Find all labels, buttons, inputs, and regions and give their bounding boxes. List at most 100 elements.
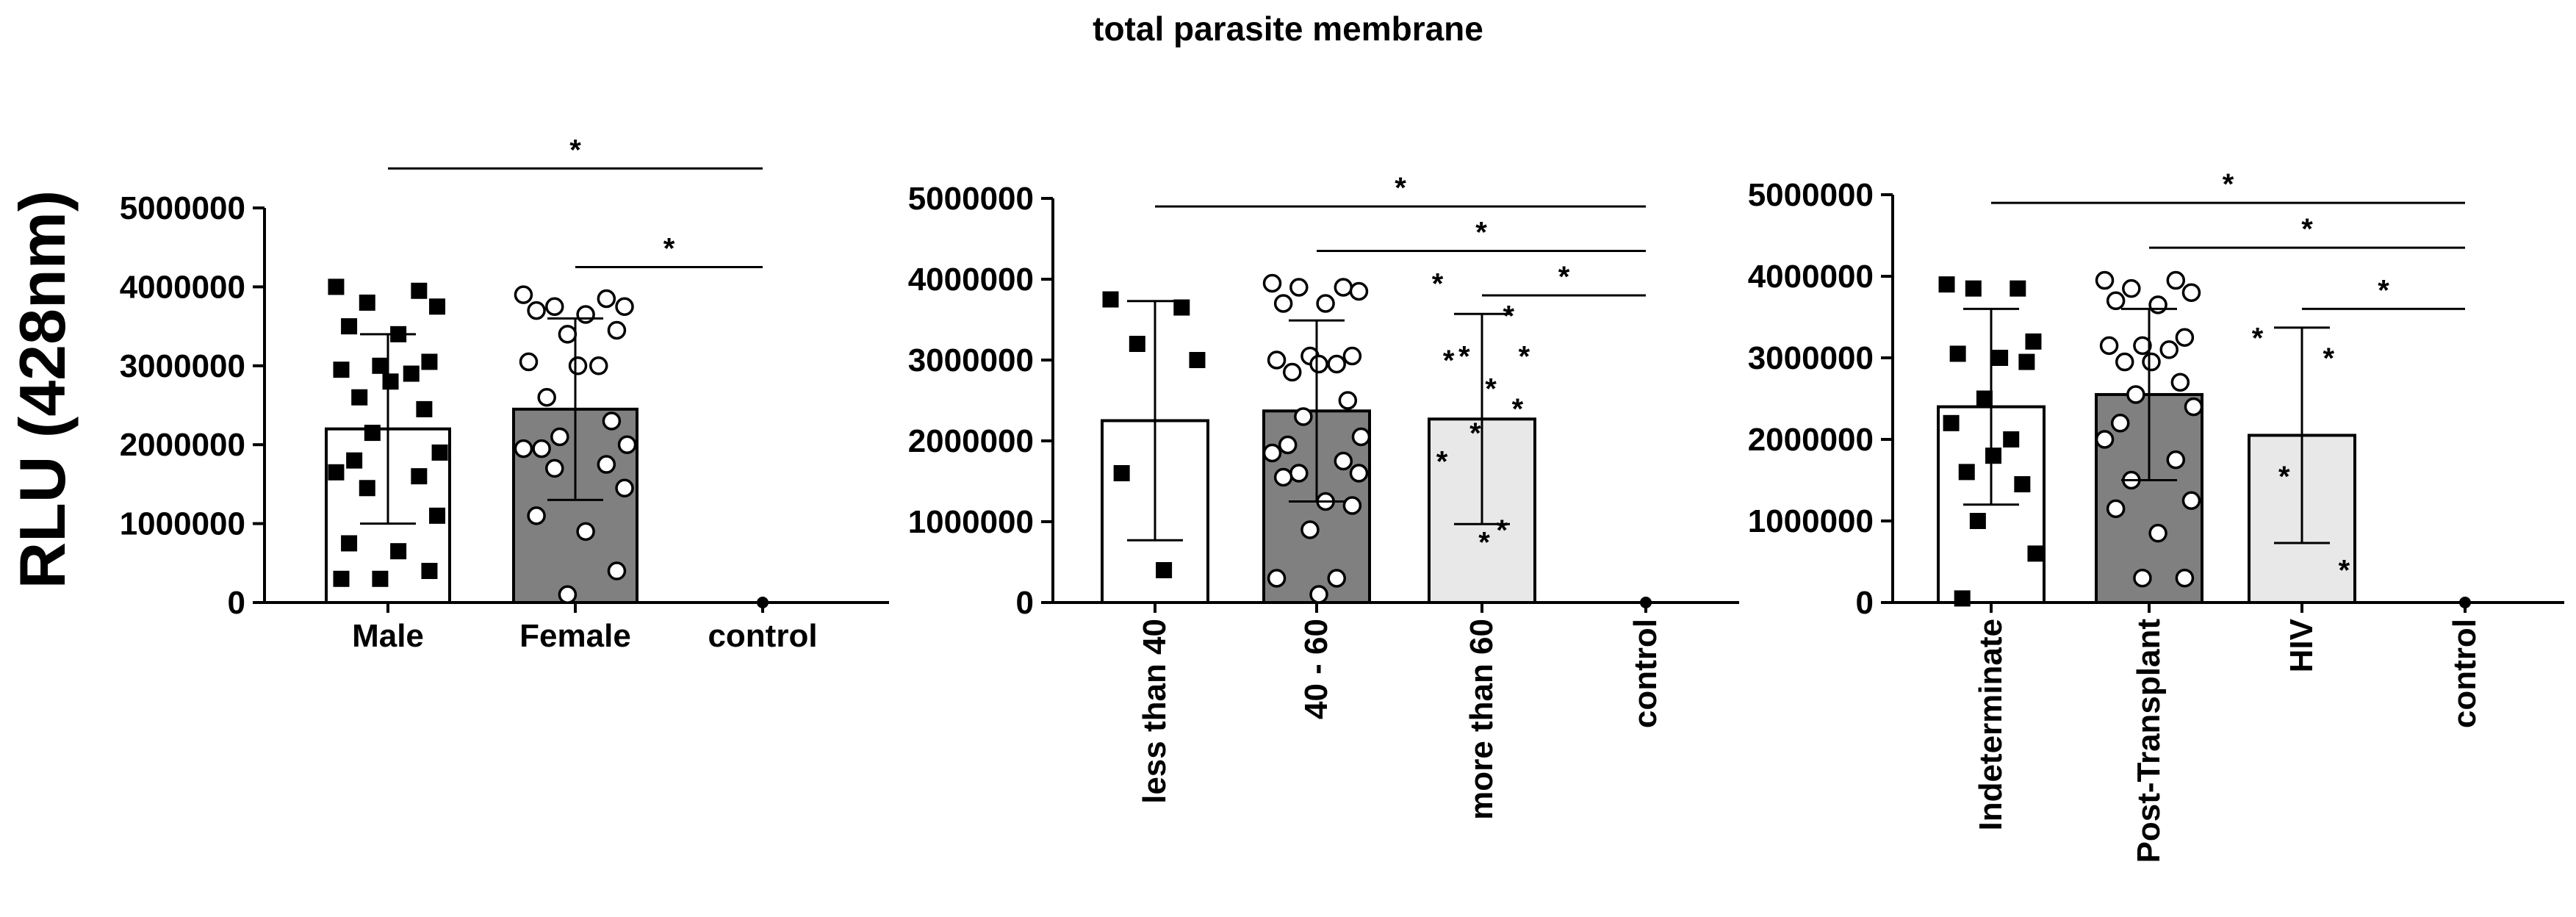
data-point-square — [411, 282, 428, 299]
data-point-circle — [597, 455, 616, 474]
x-tick-label: 40 - 60 — [1298, 619, 1334, 719]
data-point-square — [1969, 513, 1986, 529]
significance-label: * — [663, 233, 675, 265]
data-point-square — [2003, 431, 2020, 447]
x-tick-label: HIV — [2284, 618, 2320, 672]
significance-label: * — [2301, 213, 2313, 245]
panel-3: 0 1000000 2000000 3000000 4000000 5000000 Inde… — [1748, 168, 2564, 863]
data-point-square — [1965, 280, 1982, 297]
data-point-square — [1958, 464, 1975, 481]
significance-label: * — [1475, 217, 1487, 249]
data-point-square — [1985, 447, 2002, 464]
data-point-square — [351, 389, 368, 406]
bar-group-post-transplant — [2095, 270, 2203, 604]
data-point-square — [2027, 545, 2044, 562]
data-point-circle — [2115, 352, 2134, 372]
data-point-star: * — [2339, 555, 2350, 587]
data-point-square — [1938, 276, 1955, 293]
significance-label: * — [1395, 172, 1406, 204]
data-point-circle — [1309, 354, 1328, 374]
data-point-circle — [2133, 336, 2152, 356]
y-tick-label: 0 — [228, 585, 245, 621]
data-point-square — [341, 535, 358, 552]
bar-group-40-60 — [1262, 273, 1371, 604]
y-tick-label: 5000000 — [1748, 177, 1874, 213]
y-tick-label: 0 — [1016, 585, 1034, 621]
significance-label: * — [2223, 168, 2234, 201]
data-point-square — [364, 425, 381, 442]
data-point-circle — [607, 320, 627, 340]
data-point-square — [1992, 350, 2009, 366]
data-point-circle — [617, 435, 637, 454]
y-tick-label: 4000000 — [1748, 259, 1874, 295]
data-point-circle — [2148, 295, 2167, 314]
data-point-star: * — [1469, 417, 1481, 450]
data-point-circle — [1289, 464, 1309, 483]
bar-group-indeterminate — [1937, 276, 2046, 607]
data-point-circle — [602, 411, 622, 431]
data-point-square — [431, 444, 448, 461]
bar-group-more-than-60: *** ******** — [1428, 268, 1536, 604]
x-tick-label: more than 60 — [1464, 619, 1500, 820]
data-point-circle — [2166, 450, 2186, 470]
data-point-star: * — [1478, 527, 1490, 559]
data-point-square — [403, 365, 420, 382]
data-point-circle — [2175, 328, 2195, 347]
y-tick-label: 4000000 — [908, 262, 1034, 298]
data-point-circle — [2166, 270, 2186, 290]
data-point-circle — [1349, 464, 1369, 483]
data-point-circle — [527, 301, 546, 320]
data-point-circle — [1351, 427, 1371, 447]
data-point-square — [1156, 562, 1173, 578]
data-point-circle — [1273, 467, 1293, 487]
data-point-circle — [1300, 520, 1320, 539]
data-point-square — [411, 468, 428, 485]
data-point-circle — [519, 352, 539, 372]
data-point-circle — [2095, 270, 2115, 290]
data-point-star: * — [2278, 461, 2290, 493]
data-point-circle — [2122, 278, 2141, 298]
data-point-circle — [1262, 273, 1282, 293]
data-point-circle — [558, 325, 578, 344]
data-point-square — [1954, 590, 1971, 607]
x-tick-label: control — [2447, 619, 2483, 728]
data-point-square — [328, 278, 345, 295]
data-point-circle — [2175, 568, 2195, 588]
data-point-square — [1949, 345, 1966, 362]
data-point-square — [2010, 280, 2026, 297]
chart-title: total parasite membrane — [1093, 10, 1483, 48]
data-point-square — [390, 543, 407, 560]
data-point-circle — [2148, 523, 2167, 543]
data-point-star: * — [1503, 301, 1514, 333]
data-point-circle — [537, 388, 556, 407]
data-point-circle — [2184, 397, 2203, 417]
data-point-circle — [2142, 352, 2161, 372]
data-point-square — [421, 353, 438, 370]
data-point-circle — [550, 427, 569, 447]
y-tick-label: 4000000 — [120, 269, 245, 305]
data-point-circle — [1334, 278, 1353, 297]
data-point-square — [421, 563, 438, 580]
data-point-circle — [1289, 278, 1309, 297]
data-point-square — [2014, 476, 2031, 493]
y-tick-label: 2000000 — [908, 423, 1034, 459]
data-point-circle — [615, 297, 634, 316]
y-tick-label: 5000000 — [120, 190, 245, 226]
data-point-circle — [2159, 340, 2179, 359]
x-tick-label: Indeterminate — [1973, 619, 2009, 831]
data-point-circle — [2106, 499, 2126, 519]
data-point-square — [372, 570, 389, 587]
data-point-star: * — [1443, 345, 1455, 377]
data-point-square — [1129, 336, 1145, 352]
panel-1: 0 1000000 2000000 3000000 4000000 5000000 Male… — [120, 134, 889, 654]
data-point-square — [372, 357, 389, 374]
data-point-star: * — [1496, 514, 1508, 547]
data-point-circle — [2181, 491, 2201, 510]
data-point-circle — [2099, 336, 2119, 356]
data-point-circle — [1273, 294, 1293, 313]
data-point-square — [333, 362, 350, 378]
data-point-square — [429, 507, 446, 524]
data-point-circle — [532, 439, 551, 459]
y-tick-label: 3000000 — [1748, 340, 1874, 376]
